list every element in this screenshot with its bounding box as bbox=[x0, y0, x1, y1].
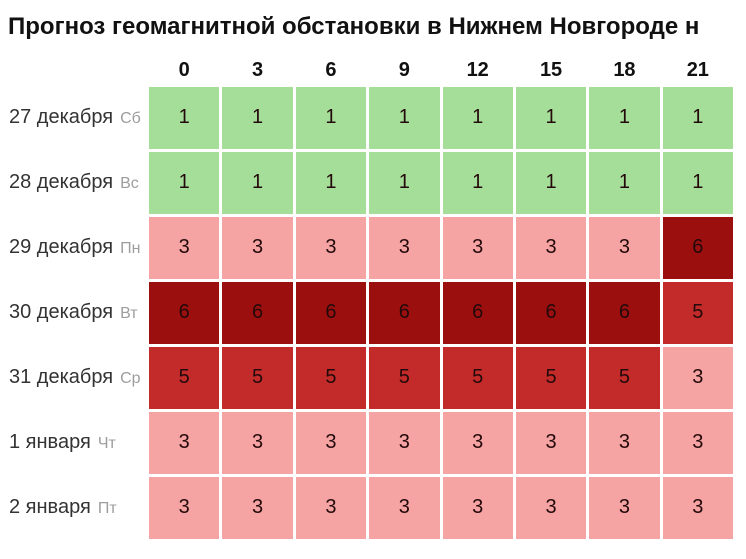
date-text: 30 декабря bbox=[9, 301, 114, 324]
weekday-abbrev: Вс bbox=[120, 174, 139, 192]
date-label: 31 декабря Ср bbox=[0, 346, 146, 409]
hour-header: 3 bbox=[222, 53, 293, 84]
value-cell: 1 bbox=[589, 151, 660, 214]
value-cell: 5 bbox=[662, 281, 733, 344]
hour-header: 9 bbox=[369, 53, 440, 84]
date-text: 31 декабря bbox=[9, 366, 114, 389]
value-cell: 3 bbox=[222, 476, 293, 539]
value-cell: 6 bbox=[589, 281, 660, 344]
value-cell: 3 bbox=[369, 411, 440, 474]
hour-header: 21 bbox=[662, 53, 733, 84]
date-text: 28 декабря bbox=[9, 171, 114, 194]
value-cell: 1 bbox=[222, 151, 293, 214]
date-text: 29 декабря bbox=[9, 236, 114, 259]
hour-header: 0 bbox=[149, 53, 220, 84]
value-cell: 5 bbox=[295, 346, 367, 409]
value-cell: 5 bbox=[589, 346, 660, 409]
value-cell: 1 bbox=[515, 151, 587, 214]
value-cell: 6 bbox=[442, 281, 513, 344]
value-cell: 1 bbox=[295, 86, 367, 149]
value-cell: 1 bbox=[369, 86, 440, 149]
forecast-grid: 0 3 6 9 12 15 18 21 27 декабря Сб 1 1 1 1 1 1 1 1 28 декаб… bbox=[0, 53, 733, 539]
value-cell: 3 bbox=[515, 411, 587, 474]
value-cell: 6 bbox=[149, 281, 220, 344]
value-cell: 5 bbox=[442, 346, 513, 409]
value-cell: 6 bbox=[662, 216, 733, 279]
value-cell: 3 bbox=[149, 216, 220, 279]
value-cell: 1 bbox=[589, 86, 660, 149]
value-cell: 6 bbox=[295, 281, 367, 344]
value-cell: 3 bbox=[589, 411, 660, 474]
value-cell: 3 bbox=[589, 216, 660, 279]
value-cell: 1 bbox=[295, 151, 367, 214]
weekday-abbrev: Пн bbox=[120, 239, 141, 257]
value-cell: 1 bbox=[515, 86, 587, 149]
value-cell: 3 bbox=[662, 476, 733, 539]
weekday-abbrev: Пт bbox=[97, 499, 117, 517]
value-cell: 6 bbox=[222, 281, 293, 344]
value-cell: 3 bbox=[442, 411, 513, 474]
date-text: 2 января bbox=[9, 496, 91, 519]
date-label: 2 января Пт bbox=[0, 476, 146, 539]
value-cell: 1 bbox=[222, 86, 293, 149]
value-cell: 3 bbox=[589, 476, 660, 539]
value-cell: 1 bbox=[149, 151, 220, 214]
value-cell: 1 bbox=[662, 86, 733, 149]
value-cell: 1 bbox=[442, 151, 513, 214]
value-cell: 3 bbox=[149, 476, 220, 539]
value-cell: 3 bbox=[149, 411, 220, 474]
value-cell: 5 bbox=[515, 346, 587, 409]
date-text: 27 декабря bbox=[9, 106, 114, 129]
value-cell: 3 bbox=[222, 216, 293, 279]
value-cell: 3 bbox=[442, 476, 513, 539]
date-text: 1 января bbox=[9, 431, 91, 454]
date-label: 27 декабря Сб bbox=[0, 86, 146, 149]
value-cell: 5 bbox=[369, 346, 440, 409]
value-cell: 3 bbox=[369, 476, 440, 539]
value-cell: 3 bbox=[662, 411, 733, 474]
date-label: 28 декабря Вс bbox=[0, 151, 146, 214]
value-cell: 3 bbox=[222, 411, 293, 474]
hour-header: 12 bbox=[442, 53, 513, 84]
date-label: 1 января Чт bbox=[0, 411, 146, 474]
value-cell: 3 bbox=[295, 476, 367, 539]
value-cell: 3 bbox=[515, 476, 587, 539]
hour-header: 15 bbox=[515, 53, 587, 84]
value-cell: 1 bbox=[149, 86, 220, 149]
value-cell: 6 bbox=[515, 281, 587, 344]
value-cell: 6 bbox=[369, 281, 440, 344]
value-cell: 3 bbox=[295, 216, 367, 279]
page-title: Прогноз геомагнитной обстановки в Нижнем… bbox=[8, 13, 700, 40]
value-cell: 5 bbox=[149, 346, 220, 409]
date-label: 29 декабря Пн bbox=[0, 216, 146, 279]
value-cell: 1 bbox=[662, 151, 733, 214]
weekday-abbrev: Ср bbox=[120, 369, 141, 387]
hour-header: 18 bbox=[589, 53, 660, 84]
weekday-abbrev: Чт bbox=[97, 434, 116, 452]
value-cell: 3 bbox=[515, 216, 587, 279]
weekday-abbrev: Вт bbox=[120, 304, 138, 322]
value-cell: 1 bbox=[442, 86, 513, 149]
value-cell: 3 bbox=[662, 346, 733, 409]
value-cell: 5 bbox=[222, 346, 293, 409]
weekday-abbrev: Сб bbox=[120, 109, 141, 127]
value-cell: 1 bbox=[369, 151, 440, 214]
value-cell: 3 bbox=[295, 411, 367, 474]
date-label: 30 декабря Вт bbox=[0, 281, 146, 344]
corner-spacer bbox=[0, 53, 146, 84]
hour-header: 6 bbox=[295, 53, 367, 84]
value-cell: 3 bbox=[369, 216, 440, 279]
value-cell: 3 bbox=[442, 216, 513, 279]
